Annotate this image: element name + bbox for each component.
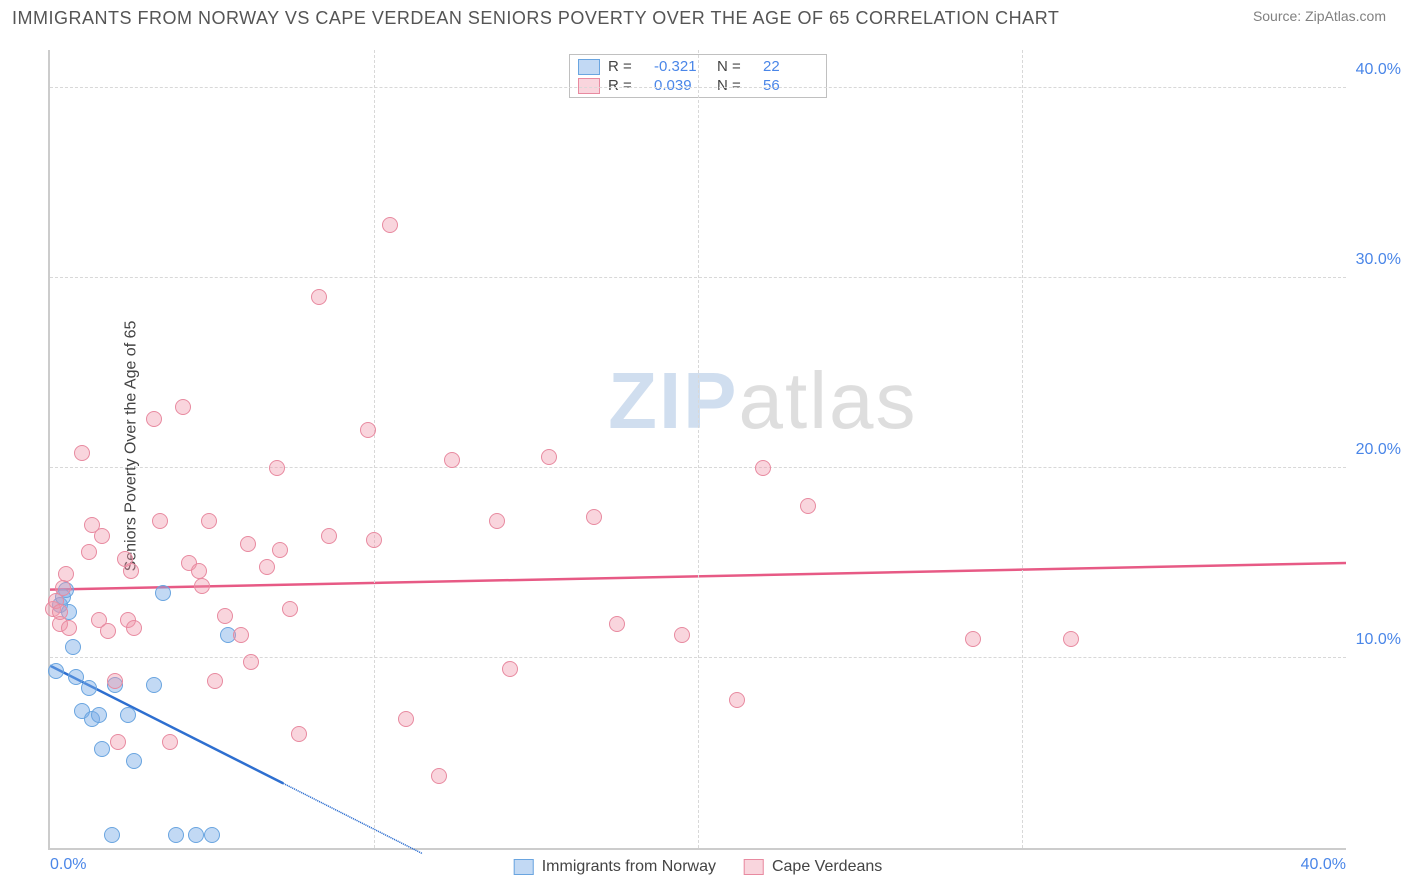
data-point xyxy=(107,673,123,689)
data-point xyxy=(94,528,110,544)
data-point xyxy=(489,513,505,529)
data-point xyxy=(272,542,288,558)
source-label: Source: ZipAtlas.com xyxy=(1253,8,1386,24)
y-tick-label: 20.0% xyxy=(1356,441,1401,459)
watermark-zip: ZIP xyxy=(608,356,738,445)
data-point xyxy=(201,513,217,529)
x-tick-label: 0.0% xyxy=(50,856,86,874)
data-point xyxy=(126,753,142,769)
data-point xyxy=(100,623,116,639)
legend-n-label: N = xyxy=(717,58,755,75)
legend-r-value: -0.321 xyxy=(654,58,709,75)
data-point xyxy=(155,585,171,601)
y-tick-label: 10.0% xyxy=(1356,631,1401,649)
gridline-vertical xyxy=(698,50,699,848)
legend-n-label: N = xyxy=(717,77,755,94)
data-point xyxy=(207,673,223,689)
data-point xyxy=(282,601,298,617)
data-point xyxy=(444,452,460,468)
legend-n-value: 22 xyxy=(763,58,818,75)
data-point xyxy=(123,563,139,579)
chart-title: IMMIGRANTS FROM NORWAY VS CAPE VERDEAN S… xyxy=(12,8,1059,29)
data-point xyxy=(609,616,625,632)
data-point xyxy=(755,460,771,476)
data-point xyxy=(360,422,376,438)
data-point xyxy=(586,509,602,525)
data-point xyxy=(674,627,690,643)
data-point xyxy=(152,513,168,529)
data-point xyxy=(194,578,210,594)
data-point xyxy=(541,449,557,465)
data-point xyxy=(65,639,81,655)
data-point xyxy=(81,544,97,560)
data-point xyxy=(729,692,745,708)
data-point xyxy=(146,677,162,693)
gridline-vertical xyxy=(1022,50,1023,848)
data-point xyxy=(1063,631,1079,647)
legend-r-value: 0.039 xyxy=(654,77,709,94)
data-point xyxy=(188,827,204,843)
y-tick-label: 30.0% xyxy=(1356,251,1401,269)
data-point xyxy=(146,411,162,427)
data-point xyxy=(431,768,447,784)
legend-swatch xyxy=(578,59,600,75)
data-point xyxy=(233,627,249,643)
legend-series-label: Cape Verdeans xyxy=(772,858,882,876)
data-point xyxy=(259,559,275,575)
data-point xyxy=(217,608,233,624)
data-point xyxy=(48,663,64,679)
data-point xyxy=(110,734,126,750)
data-point xyxy=(81,680,97,696)
data-point xyxy=(965,631,981,647)
header: IMMIGRANTS FROM NORWAY VS CAPE VERDEAN S… xyxy=(0,0,1406,33)
data-point xyxy=(321,528,337,544)
chart-plot-area: ZIPatlas R =-0.321N =22R =0.039N =56 Imm… xyxy=(48,50,1346,850)
data-point xyxy=(91,707,107,723)
data-point xyxy=(269,460,285,476)
data-point xyxy=(240,536,256,552)
legend-series-item: Immigrants from Norway xyxy=(514,858,716,876)
data-point xyxy=(94,741,110,757)
data-point xyxy=(168,827,184,843)
legend-r-label: R = xyxy=(608,77,646,94)
data-point xyxy=(120,707,136,723)
data-point xyxy=(291,726,307,742)
data-point xyxy=(74,445,90,461)
data-point xyxy=(366,532,382,548)
data-point xyxy=(55,580,71,596)
data-point xyxy=(398,711,414,727)
data-point xyxy=(162,734,178,750)
data-point xyxy=(204,827,220,843)
watermark: ZIPatlas xyxy=(608,355,917,447)
data-point xyxy=(191,563,207,579)
legend-series-item: Cape Verdeans xyxy=(744,858,882,876)
data-point xyxy=(800,498,816,514)
data-point xyxy=(61,620,77,636)
legend-series-label: Immigrants from Norway xyxy=(542,858,716,876)
data-point xyxy=(126,620,142,636)
legend-swatch xyxy=(514,859,534,875)
legend-n-value: 56 xyxy=(763,77,818,94)
data-point xyxy=(104,827,120,843)
data-point xyxy=(175,399,191,415)
watermark-atlas: atlas xyxy=(739,356,918,445)
legend-swatch xyxy=(744,859,764,875)
y-tick-label: 40.0% xyxy=(1356,61,1401,79)
series-legend: Immigrants from Norway Cape Verdeans xyxy=(514,858,883,876)
legend-swatch xyxy=(578,78,600,94)
data-point xyxy=(382,217,398,233)
gridline-vertical xyxy=(374,50,375,848)
data-point xyxy=(52,604,68,620)
data-point xyxy=(58,566,74,582)
data-point xyxy=(311,289,327,305)
x-tick-label: 40.0% xyxy=(1301,856,1346,874)
legend-r-label: R = xyxy=(608,58,646,75)
data-point xyxy=(243,654,259,670)
data-point xyxy=(502,661,518,677)
